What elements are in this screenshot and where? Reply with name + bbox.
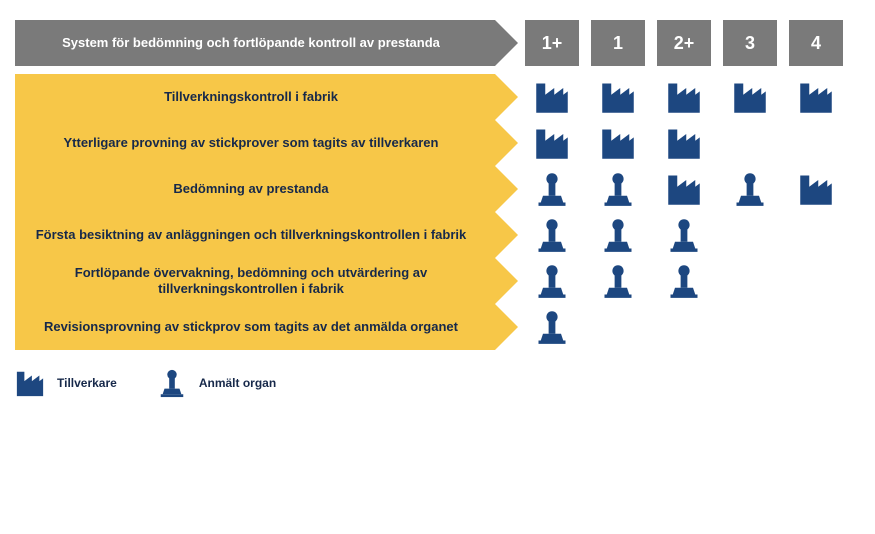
legend-label-manufacturer: Tillverkare: [57, 376, 117, 390]
matrix-cell: [591, 258, 645, 304]
factory-icon: [798, 171, 834, 207]
row-cells: [525, 74, 843, 120]
row-label-text: Första besiktning av anläggningen och ti…: [36, 227, 467, 243]
col-2plus: 2+: [657, 20, 711, 66]
matrix-row: Ytterligare provning av stickprover som …: [15, 120, 860, 166]
col-1plus: 1+: [525, 20, 579, 66]
matrix-cell: [723, 166, 777, 212]
matrix-cell: [591, 212, 645, 258]
matrix-cell: [723, 258, 777, 304]
matrix-cell: [591, 74, 645, 120]
matrix-cell: [525, 166, 579, 212]
row-label-arrow: Första besiktning av anläggningen och ti…: [15, 212, 495, 258]
row-label-text: Bedömning av prestanda: [173, 181, 328, 197]
stamp-icon: [534, 217, 570, 253]
matrix-cell: [591, 304, 645, 350]
matrix-cell: [657, 212, 711, 258]
matrix-row: Revisionsprovning av stickprov som tagit…: [15, 304, 860, 350]
legend-item-notified-body: Anmält organ: [157, 368, 276, 398]
col-1: 1: [591, 20, 645, 66]
col-3: 3: [723, 20, 777, 66]
row-label-arrow: Revisionsprovning av stickprov som tagit…: [15, 304, 495, 350]
matrix-cell: [789, 212, 843, 258]
factory-icon: [666, 171, 702, 207]
matrix-cell: [525, 258, 579, 304]
matrix-cell: [657, 120, 711, 166]
matrix-cell: [723, 120, 777, 166]
matrix-cell: [789, 120, 843, 166]
matrix-cell: [789, 166, 843, 212]
stamp-icon: [666, 217, 702, 253]
matrix-cell: [723, 304, 777, 350]
row-label-text: Fortlöpande övervakning, bedömning och u…: [31, 265, 471, 298]
row-label-text: Ytterligare provning av stickprover som …: [64, 135, 439, 151]
matrix-cell: [591, 120, 645, 166]
matrix-cell: [657, 304, 711, 350]
matrix-cell: [723, 212, 777, 258]
matrix-row: Tillverkningskontroll i fabrik: [15, 74, 860, 120]
matrix-cell: [525, 74, 579, 120]
matrix-row: Fortlöpande övervakning, bedömning och u…: [15, 258, 860, 304]
matrix-cell: [789, 304, 843, 350]
header-row: System för bedömning och fortlöpande kon…: [15, 20, 860, 66]
body-rows: Tillverkningskontroll i fabrik Ytterligar…: [15, 74, 860, 350]
row-label-text: Revisionsprovning av stickprov som tagit…: [44, 319, 458, 335]
stamp-icon: [157, 368, 187, 398]
row-cells: [525, 258, 843, 304]
legend-label-notified-body: Anmält organ: [199, 376, 276, 390]
matrix-row: Första besiktning av anläggningen och ti…: [15, 212, 860, 258]
row-label-arrow: Fortlöpande övervakning, bedömning och u…: [15, 258, 495, 304]
matrix-cell: [657, 74, 711, 120]
factory-icon: [534, 125, 570, 161]
matrix-cell: [789, 258, 843, 304]
factory-icon: [600, 79, 636, 115]
factory-icon: [732, 79, 768, 115]
stamp-icon: [666, 263, 702, 299]
row-label-text: Tillverkningskontroll i fabrik: [164, 89, 338, 105]
factory-icon: [534, 79, 570, 115]
matrix-cell: [723, 74, 777, 120]
row-label-arrow: Ytterligare provning av stickprover som …: [15, 120, 495, 166]
row-cells: [525, 120, 843, 166]
matrix-cell: [525, 120, 579, 166]
stamp-icon: [534, 309, 570, 345]
factory-icon: [666, 125, 702, 161]
row-cells: [525, 166, 843, 212]
stamp-icon: [534, 171, 570, 207]
factory-icon: [798, 79, 834, 115]
factory-icon: [666, 79, 702, 115]
matrix-cell: [657, 166, 711, 212]
matrix-cell: [789, 74, 843, 120]
matrix-cell: [525, 212, 579, 258]
stamp-icon: [600, 263, 636, 299]
stamp-icon: [732, 171, 768, 207]
row-label-arrow: Tillverkningskontroll i fabrik: [15, 74, 495, 120]
legend-item-manufacturer: Tillverkare: [15, 368, 117, 398]
header-title-arrow: System för bedömning och fortlöpande kon…: [15, 20, 495, 66]
stamp-icon: [534, 263, 570, 299]
header-cells: 1+ 1 2+ 3 4: [525, 20, 843, 66]
avcp-matrix: System för bedömning och fortlöpande kon…: [15, 20, 860, 350]
stamp-icon: [600, 217, 636, 253]
header-title-text: System för bedömning och fortlöpande kon…: [62, 35, 440, 51]
legend: Tillverkare Anmält organ: [15, 368, 860, 398]
factory-icon: [600, 125, 636, 161]
matrix-row: Bedömning av prestanda: [15, 166, 860, 212]
stamp-icon: [600, 171, 636, 207]
matrix-cell: [657, 258, 711, 304]
row-cells: [525, 212, 843, 258]
row-cells: [525, 304, 843, 350]
matrix-cell: [591, 166, 645, 212]
col-4: 4: [789, 20, 843, 66]
matrix-cell: [525, 304, 579, 350]
row-label-arrow: Bedömning av prestanda: [15, 166, 495, 212]
factory-icon: [15, 368, 45, 398]
